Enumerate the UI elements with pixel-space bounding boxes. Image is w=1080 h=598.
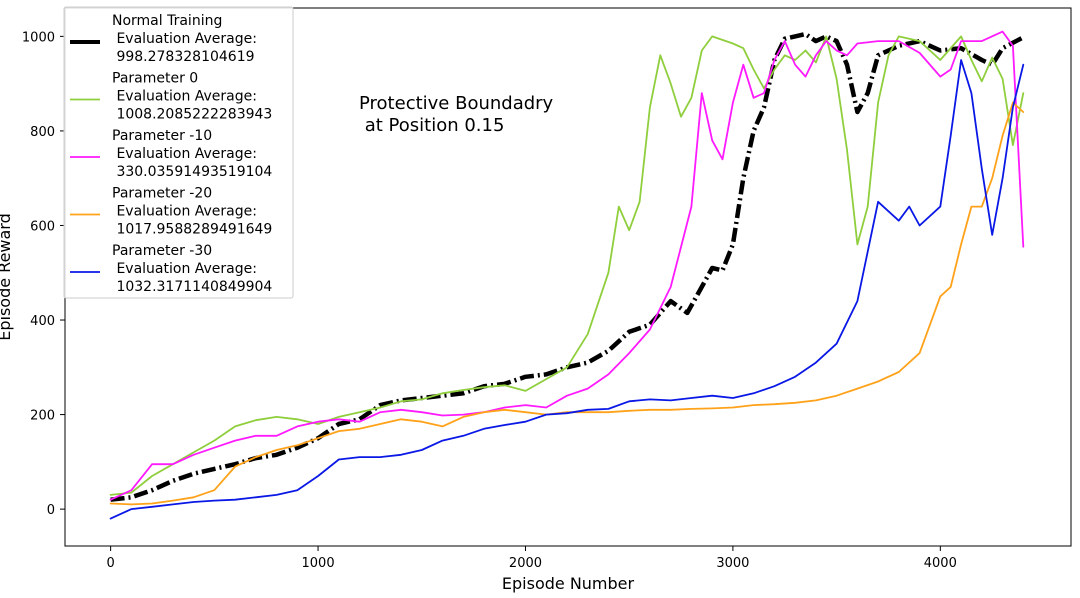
x-tick-label: 3000 [716, 556, 749, 571]
y-tick-label: 400 [30, 314, 55, 329]
series-line-1 [109, 35, 1025, 496]
legend-entry: Evaluation Average: [112, 261, 257, 277]
x-tick-label: 4000 [924, 556, 957, 571]
legend-box [63, 6, 294, 299]
x-tick-label: 0 [106, 556, 114, 571]
y-tick-label: 800 [30, 125, 55, 140]
chart-annotation: Protective Boundadry at Position 0.15 [359, 93, 554, 136]
legend-entry: 998.278328104619 [112, 49, 255, 65]
legend-entry: Evaluation Average: [112, 204, 257, 220]
legend-entry: 1017.9588289491649 [112, 222, 272, 238]
x-axis: 0 1000 2000 3000 4000 [106, 546, 957, 571]
series-layer [109, 30, 1025, 520]
legend-entry: Evaluation Average: [112, 31, 257, 47]
series-line-4 [109, 59, 1025, 520]
x-tick-label: 1000 [302, 556, 335, 571]
y-axis-label: Episode Reward [0, 213, 14, 341]
legend-entry: Evaluation Average: [112, 146, 257, 162]
legend-entry: Parameter -30 [112, 243, 212, 259]
y-tick-label: 600 [30, 219, 55, 234]
annotation-line: at Position 0.15 [359, 115, 504, 136]
y-axis: 0 200 400 600 800 1000 [22, 30, 65, 518]
legend-entry: Parameter -20 [112, 186, 212, 202]
legend-entry: 1032.3171140849904 [112, 279, 272, 295]
legend: Normal Training Evaluation Average: 998.… [63, 6, 294, 299]
series-line-0 [110, 31, 1025, 502]
legend-entry: 330.03591493519104 [112, 164, 272, 180]
series-line-3 [109, 101, 1025, 506]
y-tick-label: 1000 [22, 30, 55, 45]
legend-entry: Parameter -10 [112, 128, 212, 144]
x-axis-label: Episode Number [502, 574, 635, 593]
annotation-line: Protective Boundadry [359, 93, 554, 114]
legend-entry: Normal Training [112, 13, 222, 29]
series-line-2 [109, 30, 1025, 501]
x-tick-label: 2000 [509, 556, 542, 571]
y-tick-label: 0 [47, 503, 55, 518]
legend-entry: 1008.2085222283943 [112, 107, 272, 123]
legend-entry: Evaluation Average: [112, 89, 257, 105]
legend-entry: Parameter 0 [112, 71, 198, 87]
y-tick-label: 200 [30, 409, 55, 424]
